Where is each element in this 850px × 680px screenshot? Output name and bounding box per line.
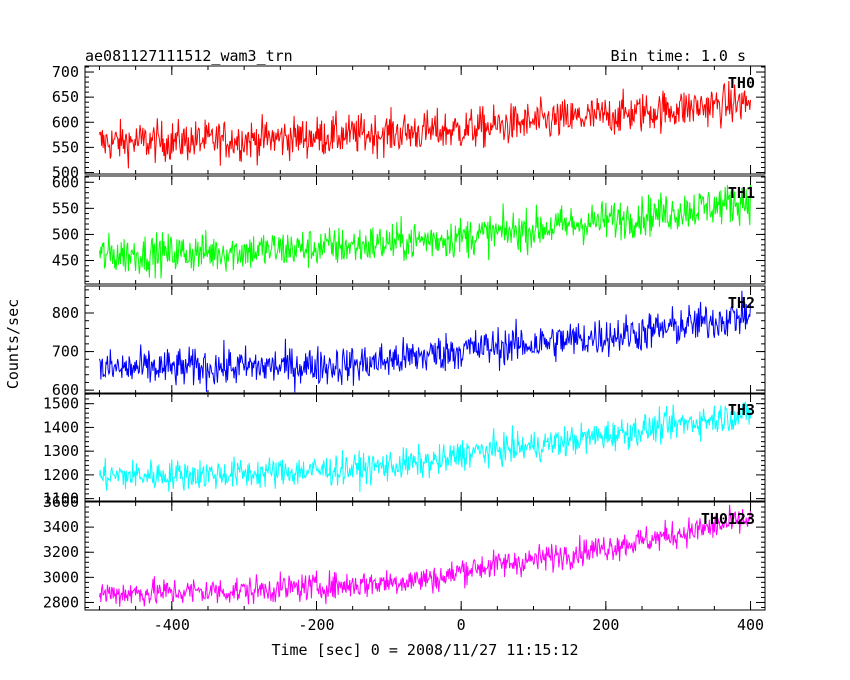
x-tick-label: 0 [457, 616, 466, 634]
y-tick-label: 450 [52, 252, 79, 270]
y-tick-label: 600 [52, 381, 79, 399]
panel-th3: 1100 1200 1300 1400 1500 TH3 [43, 392, 766, 508]
panel-frame [84, 501, 766, 611]
y-tick-label: 3200 [43, 543, 79, 561]
y-tick-label: 700 [52, 343, 79, 361]
panel-frame [84, 175, 766, 285]
x-axis-label: Time [sec] 0 = 2008/11/27 11:15:12 [271, 641, 578, 659]
y-tick-label: 1100 [43, 490, 79, 508]
panel-th0: 500 550 600 650 700 TH0 [52, 63, 766, 181]
y-tick-label: 550 [52, 199, 79, 217]
panel-label: TH3 [728, 401, 755, 419]
series-line-th3 [99, 401, 751, 492]
panel-th0123: 2800 3000 3200 3400 3600 TH0123 [43, 493, 766, 611]
panel-label: TH2 [728, 294, 755, 312]
y-tick-label: 500 [52, 163, 79, 181]
y-tick-label: 1200 [43, 466, 79, 484]
y-tick-label: 1400 [43, 418, 79, 436]
panel-label: TH0123 [701, 510, 755, 528]
y-tick-label: 550 [52, 138, 79, 156]
y-tick-label: 650 [52, 88, 79, 106]
panel-th2: 600 700 800 TH2 [52, 285, 766, 399]
panel-frame [84, 392, 766, 502]
y-tick-label: 800 [52, 304, 79, 322]
y-tick-label: 700 [52, 63, 79, 81]
time-axis: -400 -200 0 200 400 [154, 616, 764, 634]
panels-group: 500 550 600 650 700 TH0 450 500 550 600 TH1 600 700 8… [43, 63, 766, 611]
y-tick-label: 3000 [43, 568, 79, 586]
y-axis-label: Counts/sec [4, 299, 22, 389]
series-line-th0123 [99, 504, 751, 607]
series-line-th2 [99, 290, 751, 393]
y-tick-label: 3600 [43, 493, 79, 511]
x-tick-label: -400 [154, 616, 190, 634]
observation-title: ae081127111512_wam3_trn [85, 47, 293, 65]
y-tick-label: 600 [52, 113, 79, 131]
y-tick-label: 1300 [43, 442, 79, 460]
bin-time-label: Bin time: 1.0 s [611, 47, 746, 65]
panel-th1: 450 500 550 600 TH1 [52, 173, 766, 285]
panel-label: TH0 [728, 74, 755, 92]
series-line-th1 [99, 183, 751, 279]
x-tick-label: 200 [592, 616, 619, 634]
series-line-th0 [99, 80, 751, 169]
y-tick-label: 1500 [43, 395, 79, 413]
y-tick-label: 3400 [43, 518, 79, 536]
panel-label: TH1 [728, 184, 755, 202]
panel-frame [84, 285, 766, 395]
y-tick-label: 500 [52, 225, 79, 243]
x-tick-label: -200 [298, 616, 334, 634]
x-tick-label: 400 [737, 616, 764, 634]
y-tick-label: 2800 [43, 593, 79, 611]
y-tick-label: 600 [52, 173, 79, 191]
